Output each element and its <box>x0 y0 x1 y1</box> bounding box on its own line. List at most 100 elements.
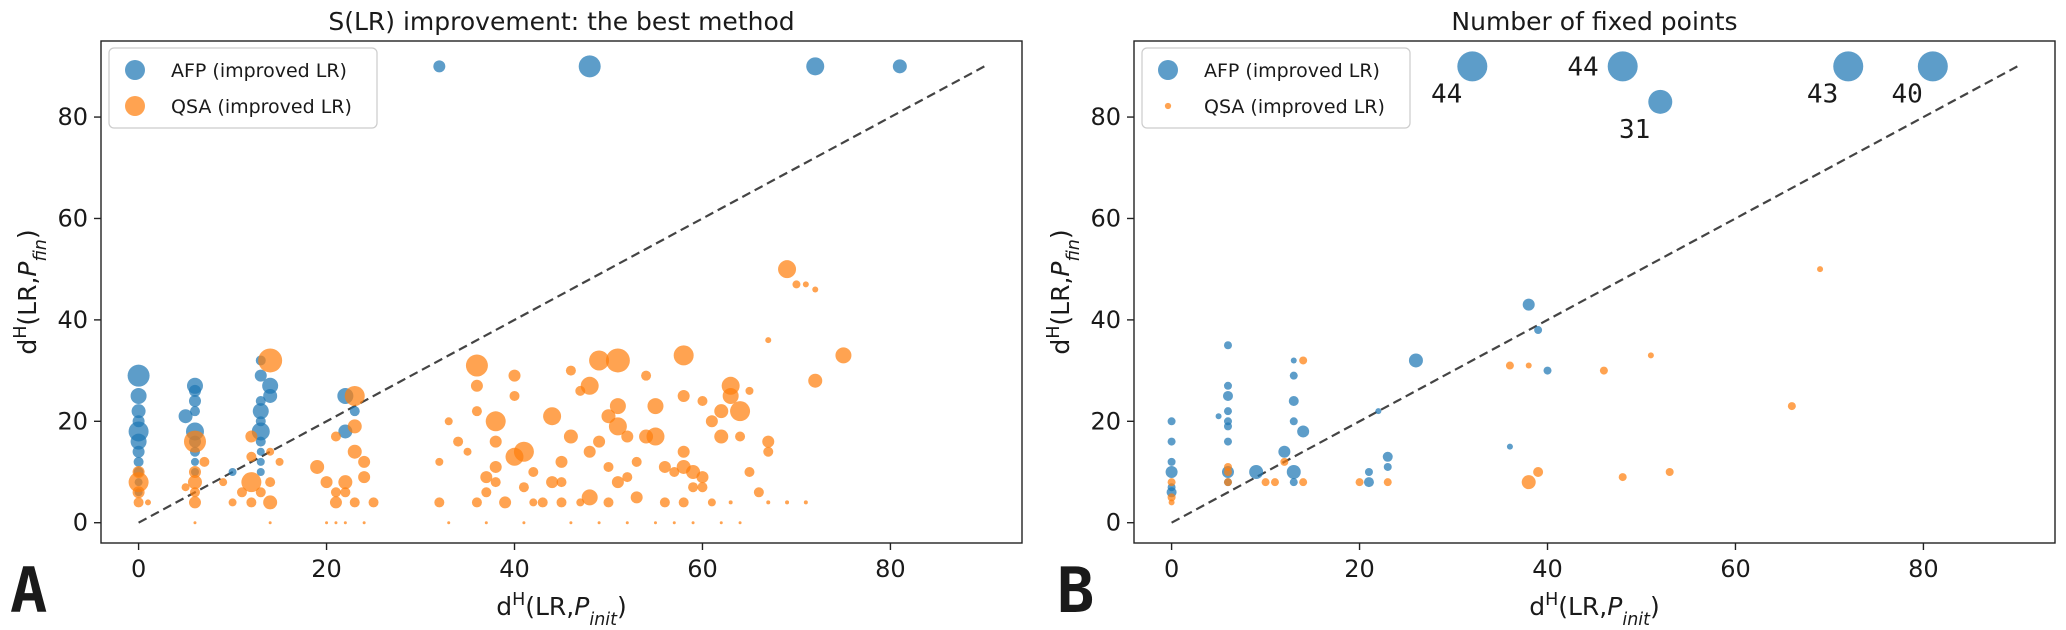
x-axis-label-sup: H <box>1545 590 1558 610</box>
x-axis-label-ital: P <box>1607 592 1623 621</box>
y-axis-label: dH(LR,Pfin) <box>11 229 51 354</box>
qsa-point <box>471 497 482 508</box>
qsa-point <box>677 389 690 402</box>
qsa-point <box>489 460 502 473</box>
afp-point <box>1278 445 1291 458</box>
qsa-point <box>641 370 652 381</box>
qsa-point <box>672 521 676 525</box>
qsa-point <box>465 354 488 377</box>
afp-point <box>256 468 265 477</box>
qsa-point <box>597 521 601 525</box>
x-tick-label: 40 <box>1532 555 1563 583</box>
qsa-point <box>187 475 202 490</box>
afp-point <box>1364 468 1373 477</box>
qsa-point <box>330 431 341 442</box>
qsa-point <box>792 280 801 289</box>
qsa-point <box>258 348 283 373</box>
qsa-point <box>518 482 529 493</box>
x-axis-label-suffix: ) <box>1650 592 1660 621</box>
x-axis-label: dH(LR,Pinit) <box>1529 590 1660 630</box>
qsa-point <box>132 466 145 479</box>
afp-point <box>256 447 265 456</box>
qsa-point <box>1618 473 1627 482</box>
qsa-point <box>193 521 197 525</box>
qsa-point <box>132 486 145 499</box>
panel-letter: A <box>10 554 47 627</box>
afp-point <box>255 436 266 447</box>
qsa-point <box>1817 266 1824 273</box>
qsa-point <box>622 472 633 483</box>
y-axis-label: dH(LR,Pfin) <box>1044 229 1084 354</box>
qsa-point <box>471 406 482 417</box>
qsa-point <box>705 415 718 428</box>
chart-title: Number of fixed points <box>1451 7 1737 36</box>
afp-point <box>188 384 201 397</box>
legend-qsa-marker <box>125 96 145 116</box>
qsa-point <box>609 398 626 415</box>
qsa-point <box>1167 493 1176 502</box>
qsa-point <box>728 500 733 505</box>
qsa-point <box>762 435 775 448</box>
qsa-point <box>1280 457 1289 466</box>
afp-point <box>189 406 200 417</box>
afp-point <box>190 457 199 466</box>
afp-point <box>1223 341 1232 350</box>
qsa-point <box>1261 478 1270 487</box>
qsa-point <box>188 466 201 479</box>
qsa-point <box>696 471 709 484</box>
qsa-point <box>444 417 453 426</box>
afp-point <box>1543 366 1552 375</box>
afp-point <box>1289 417 1298 426</box>
afp-point <box>1363 477 1374 488</box>
qsa-point <box>484 521 488 525</box>
afp-point <box>1382 451 1393 462</box>
qsa-point <box>199 456 210 467</box>
x-tick-label: 80 <box>875 555 906 583</box>
qsa-point <box>435 457 444 466</box>
legend: AFP (improved LR) QSA (improved LR) <box>108 47 378 129</box>
y-axis-label-sup: H <box>11 326 31 339</box>
y-axis-label-suffix: ) <box>13 229 42 239</box>
qsa-point <box>589 350 610 371</box>
afp-point <box>1506 443 1513 450</box>
qsa-point <box>803 500 808 505</box>
qsa-point <box>490 477 501 488</box>
afp-point <box>132 445 145 458</box>
qsa-point <box>246 497 257 508</box>
qsa-point <box>753 487 764 498</box>
qsa-point <box>325 521 329 525</box>
qsa-point <box>128 472 149 493</box>
qsa-point <box>236 487 247 498</box>
qsa-point <box>362 521 366 525</box>
qsa-point <box>434 497 445 508</box>
y-axis-label-prefix: d <box>13 339 42 355</box>
x-tick-label: 80 <box>1908 555 1939 583</box>
plot-frame <box>100 40 1023 544</box>
x-axis-label-ital: P <box>574 592 590 621</box>
qsa-point <box>721 376 740 395</box>
qsa-point <box>343 521 347 525</box>
qsa-point <box>246 451 257 462</box>
qsa-point <box>1505 361 1514 370</box>
qsa-point <box>453 436 464 447</box>
qsa-point <box>608 417 627 436</box>
legend-box <box>108 47 378 129</box>
x-tick-label: 0 <box>1164 555 1179 583</box>
qsa-point <box>1355 478 1364 487</box>
qsa-point <box>738 521 742 525</box>
afp-point <box>254 369 267 382</box>
panel-b: Number of fixed points 0 20 40 60 80 0 20 40 60 80… <box>1044 7 2056 630</box>
qsa-point <box>812 286 819 293</box>
qsa-point <box>320 476 333 489</box>
qsa-point <box>499 496 512 509</box>
y-tick-label: 60 <box>57 204 88 232</box>
y-tick-label: 0 <box>73 509 88 537</box>
qsa-point <box>766 500 771 505</box>
qsa-point <box>714 404 729 419</box>
qsa-point <box>719 521 723 525</box>
afp-point <box>1648 89 1673 114</box>
qsa-point <box>569 521 573 525</box>
qsa-point <box>631 456 642 467</box>
x-axis-label-sup: H <box>512 590 525 610</box>
